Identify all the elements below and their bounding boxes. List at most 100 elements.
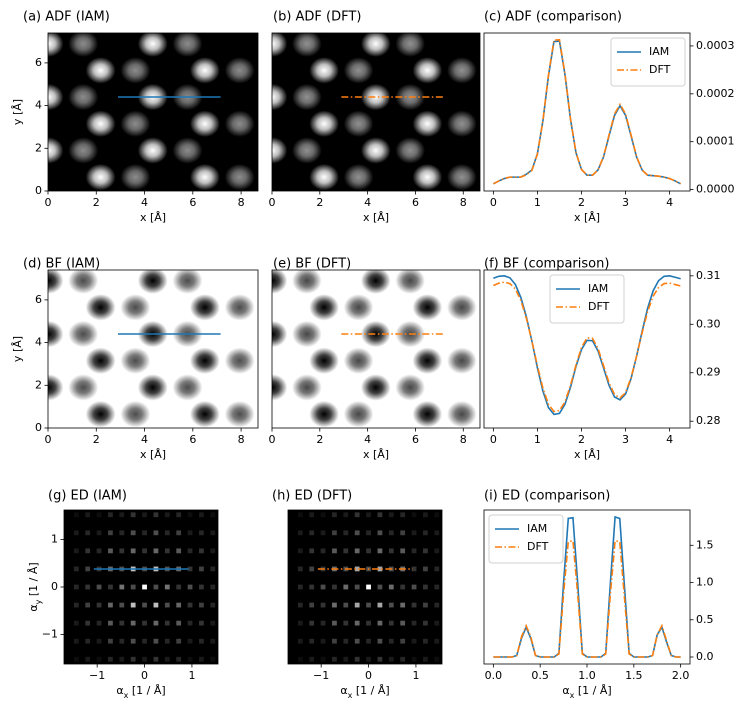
diffraction-spot [164,548,170,554]
diffraction-spot [176,620,182,626]
image-background [272,33,480,191]
atom-spot [309,294,339,321]
x-axis-label-part: α [562,684,569,697]
diffraction-spot [85,566,91,572]
panel-title: (a) ADF (IAM) [23,10,110,25]
diffraction-spot [297,512,303,518]
x-tick-label: 4 [364,433,371,446]
diffraction-spot [388,656,394,662]
plot-area [492,38,682,185]
diffraction-spot [153,548,159,554]
atom-spot [395,374,426,401]
legend-label: IAM [527,522,547,535]
atom-spot [120,347,151,374]
diffraction-spot [210,566,216,572]
diffraction-spot [176,512,182,518]
atom-spot [120,57,151,84]
x-tick-label: 4 [364,196,371,209]
diffraction-spot [130,512,136,518]
axes-frame [287,509,443,665]
diffraction-spot [297,602,303,608]
plot-area [272,270,480,428]
diffraction-spot [332,530,337,536]
diffraction-spot [142,620,147,626]
diffraction-spot [130,602,136,608]
diffraction-spot [73,566,79,572]
panel-title: (b) ADF (DFT) [273,10,361,25]
x-tick-label: 2.0 [672,669,690,682]
atom-spot [85,110,116,137]
diffraction-spot [210,584,216,590]
x-axis-label-part: [1 / Å] [352,684,389,697]
atom-spot [68,33,99,57]
diffraction-spot [411,638,417,644]
diffraction-spot [108,548,113,554]
diffraction-spot [377,638,383,644]
diffraction-spot [108,620,113,626]
diffraction-spot [343,656,349,662]
diffraction-spot [85,584,91,590]
x-tick-label: 4 [141,433,148,446]
x-axis-label: x [Å] [140,448,166,461]
diffraction-spot [108,584,113,590]
diffraction-spot [176,548,182,554]
atom-spot [412,163,443,191]
diffraction-spot [332,548,337,554]
legend-label: IAM [649,45,669,58]
x-tick-label: 4 [666,433,673,446]
diffraction-spot [411,548,417,554]
diffraction-spot [354,512,360,518]
x-tick-label: 0 [141,669,148,682]
diffraction-spot [210,512,216,518]
diffraction-spot [153,620,159,626]
image-background [48,33,258,191]
atom-spot [343,400,374,428]
diffraction-spot [142,548,147,554]
diffraction-spot [366,638,371,644]
atom-spot [360,137,391,164]
atom-spot [68,374,99,401]
y-axis-label-part: [1 / Å] [27,562,40,599]
x-axis-label-part: α [340,684,347,697]
diffraction-spot [343,584,349,590]
atom-spot [309,400,339,428]
diffraction-spot [142,656,147,662]
diffraction-spot [96,548,102,554]
diffraction-spot [96,620,102,626]
x-axis-label-part: [1 / Å] [574,684,611,697]
panel: (h) ED (DFT) −1 0 1 αx [1 / Å] [272,489,443,700]
x-tick-label: 4 [666,196,673,209]
diffraction-spot [96,656,102,662]
diffraction-spot [199,584,204,590]
diffraction-spot [366,602,371,608]
diffraction-spot [400,656,406,662]
diffraction-spot [309,620,315,626]
diffraction-spot [210,638,216,644]
diffraction-spot [176,638,182,644]
x-tick-label: 6 [189,196,196,209]
diffraction-spot [309,584,315,590]
panel-title: (i) ED (comparison) [484,489,610,504]
diffraction-spot [85,602,91,608]
panel-title: (e) BF (DFT) [273,257,351,272]
atom-spot [309,347,339,374]
panel: (d) BF (IAM) 0 2 4 6 8 0 2 4 6 x [Å] y [Å] [11,257,259,461]
y-tick-label: 0.29 [696,366,721,379]
diffraction-spot [73,656,79,662]
atom-spot [48,270,64,294]
diffraction-spot [388,512,394,518]
atom-spot [68,270,99,294]
diffraction-spot [377,620,383,626]
y-tick-label: 0.30 [696,317,721,330]
atom-spot [360,320,391,348]
diffraction-spot [434,584,440,590]
diffraction-spot [377,566,383,572]
atom-spot [172,33,203,57]
diffraction-spot [377,512,383,518]
panel-title: (f) BF (comparison) [484,257,609,272]
diffraction-spot [388,602,394,608]
atom-spot [189,400,220,428]
diffraction-spot [423,512,428,518]
x-tick-label: 6 [412,196,419,209]
